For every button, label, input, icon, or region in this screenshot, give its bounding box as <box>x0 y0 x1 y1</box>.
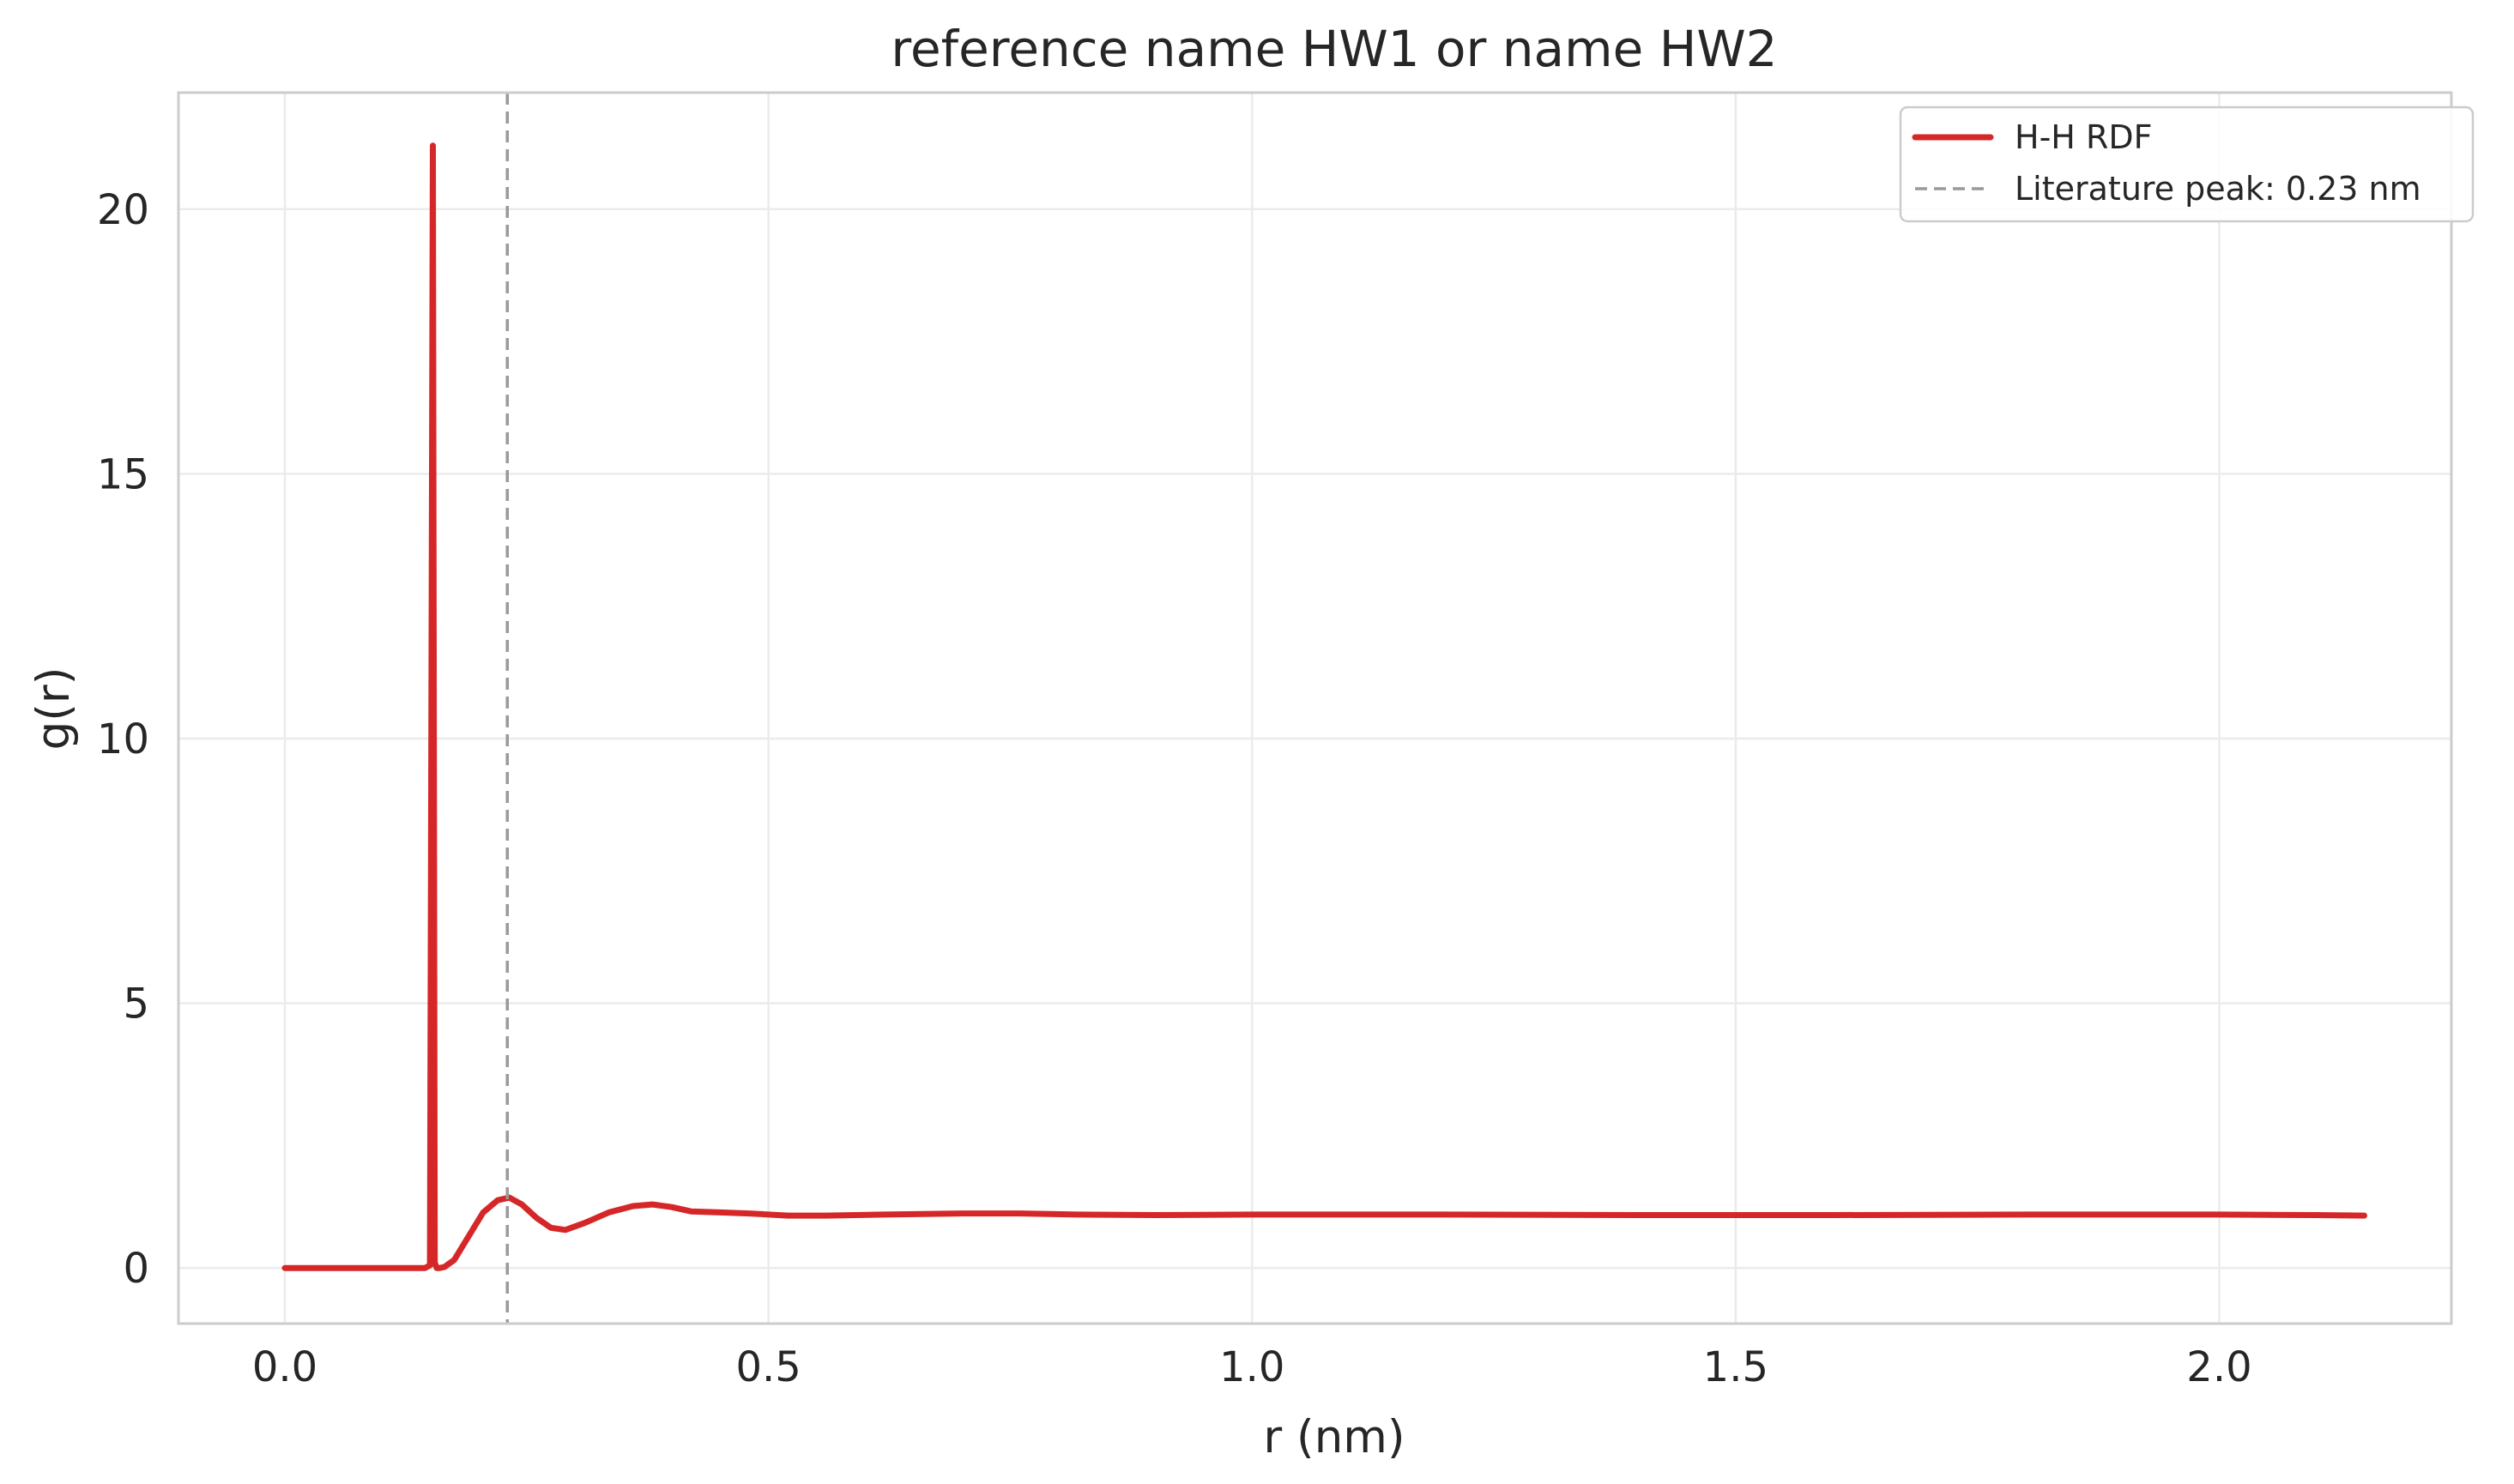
y-tick-label: 20 <box>97 186 149 234</box>
x-tick-label: 0.0 <box>252 1343 317 1391</box>
x-tick-label: 0.5 <box>735 1343 801 1391</box>
plot-frame <box>177 91 2453 1325</box>
legend: H-H RDF Literature peak: 0.23 nm <box>1899 106 2475 223</box>
y-axis-label: g(r) <box>27 667 80 751</box>
rdf-series-line <box>281 142 2367 1271</box>
x-tick-label: 1.0 <box>1219 1343 1284 1391</box>
legend-box <box>1899 106 2475 223</box>
y-tick-label: 5 <box>123 980 149 1029</box>
tick-labels: 0.0 0.5 1.0 1.5 2.0 0 5 10 15 20 <box>97 186 2252 1391</box>
x-axis-label: r (nm) <box>1263 1411 1405 1463</box>
legend-label-literature: Literature peak: 0.23 nm <box>2015 170 2421 208</box>
y-tick-label: 0 <box>123 1245 149 1293</box>
x-tick-label: 1.5 <box>1703 1343 1768 1391</box>
legend-label-rdf: H-H RDF <box>2015 118 2152 156</box>
plot-area <box>281 93 2367 1324</box>
x-tick-label: 2.0 <box>2186 1343 2251 1391</box>
chart-title: reference name HW1 or name HW2 <box>891 20 1777 78</box>
y-tick-label: 10 <box>97 715 149 763</box>
y-tick-label: 15 <box>97 450 149 498</box>
